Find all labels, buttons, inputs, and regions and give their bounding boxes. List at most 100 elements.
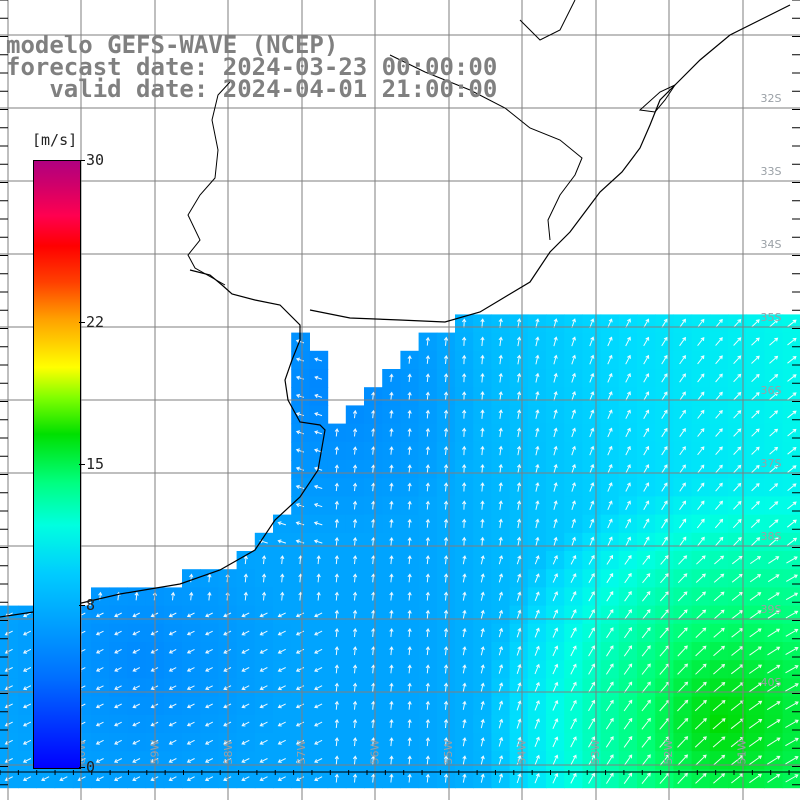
wind-arrow [589, 391, 595, 401]
wind-arrow [407, 682, 412, 692]
wind-arrow [516, 573, 522, 583]
wind-arrow [371, 428, 376, 437]
wind-arrow [277, 630, 286, 636]
wind-arrow [498, 318, 503, 328]
wind-arrow [243, 573, 248, 583]
wind-arrow [314, 357, 323, 362]
wind-arrow [295, 703, 305, 709]
wind-arrow [677, 591, 688, 602]
wind-arrow [678, 536, 687, 547]
wind-arrow [516, 754, 522, 765]
wind-arrow [750, 537, 761, 547]
wind-arrow [480, 536, 485, 547]
wind-arrow [389, 664, 394, 674]
wind-arrow [786, 574, 798, 582]
wind-arrow [535, 390, 540, 401]
wind-arrow [787, 337, 797, 346]
wind-arrow [767, 664, 781, 674]
coastline-south [0, 269, 326, 618]
wind-arrow [571, 482, 576, 492]
wind-arrow [679, 482, 686, 492]
wind-arrow [625, 518, 631, 529]
wind-arrow [168, 648, 177, 654]
wind-arrow [205, 703, 213, 709]
wind-arrow [715, 318, 723, 328]
colorbar-tick-mark [79, 605, 85, 607]
wind-arrow [204, 721, 214, 727]
wind-arrow [643, 336, 650, 347]
wind-arrow [132, 667, 141, 672]
wind-arrow [625, 500, 631, 511]
wind-arrow [425, 573, 430, 583]
wind-arrow [498, 718, 504, 729]
wind-arrow [334, 446, 339, 455]
wind-arrow [534, 555, 540, 565]
wind-arrow [642, 554, 651, 565]
wind-arrow [277, 521, 287, 526]
wind-arrow [535, 427, 540, 438]
wind-arrow [243, 591, 248, 601]
wind-arrow [751, 428, 760, 437]
wind-arrow [661, 354, 668, 365]
wind-arrow [389, 682, 394, 692]
wind-arrow [334, 500, 339, 510]
wind-arrow [480, 336, 485, 347]
wind-arrow [589, 482, 595, 492]
wind-arrow [389, 555, 394, 565]
wind-arrow [714, 536, 724, 547]
wind-arrow [767, 646, 781, 656]
wind-arrow [371, 682, 376, 692]
wind-arrow [407, 464, 412, 474]
wind-arrow [352, 682, 358, 692]
wind-arrow [186, 758, 195, 763]
wind-arrow [589, 336, 595, 347]
wind-arrow [443, 391, 449, 401]
latitude-label: 35S [761, 311, 782, 324]
wind-arrow [641, 754, 651, 766]
wind-arrow [168, 776, 177, 782]
wind-arrow [295, 539, 305, 544]
wind-arrow [425, 737, 430, 747]
wind-arrow [712, 736, 726, 748]
wind-arrow [205, 667, 213, 672]
wind-arrow [462, 609, 467, 619]
wind-arrow [750, 519, 761, 528]
wind-arrow [352, 482, 358, 492]
wind-arrow [516, 645, 522, 656]
wind-arrow [677, 754, 689, 766]
wind-arrow [480, 427, 485, 438]
wind-arrow [334, 573, 339, 583]
wind-arrow [295, 430, 304, 435]
wind-arrow [425, 355, 430, 364]
wind-arrow [389, 700, 394, 710]
wind-arrow [95, 739, 104, 745]
wind-arrow [516, 536, 522, 547]
wind-arrow [480, 646, 485, 656]
wind-arrow [443, 627, 449, 638]
wind-arrow [371, 664, 376, 674]
wind-arrow [22, 612, 32, 618]
wind-arrow [571, 390, 576, 401]
wind-arrow [570, 573, 577, 583]
wind-arrow [697, 409, 705, 419]
coastline-north [309, 4, 791, 323]
wind-arrow [498, 664, 504, 674]
longitude-label: 58W [222, 739, 235, 764]
colorbar [33, 160, 81, 769]
wind-arrow [334, 737, 339, 747]
wind-arrow [713, 627, 725, 638]
wind-arrow [767, 683, 781, 692]
wind-arrow [295, 612, 305, 618]
wind-arrow [186, 739, 195, 745]
wind-arrow [168, 667, 177, 672]
wind-arrow [371, 482, 376, 492]
wind-arrow [553, 518, 558, 529]
wind-arrow [352, 500, 358, 510]
wind-arrow [606, 609, 614, 620]
wind-arrow [407, 355, 412, 364]
wind-arrow [480, 500, 485, 510]
longitude-label: 54W [515, 739, 528, 764]
wind-arrow [607, 318, 613, 329]
wind-arrow [313, 503, 323, 508]
wind-arrow [643, 318, 650, 328]
